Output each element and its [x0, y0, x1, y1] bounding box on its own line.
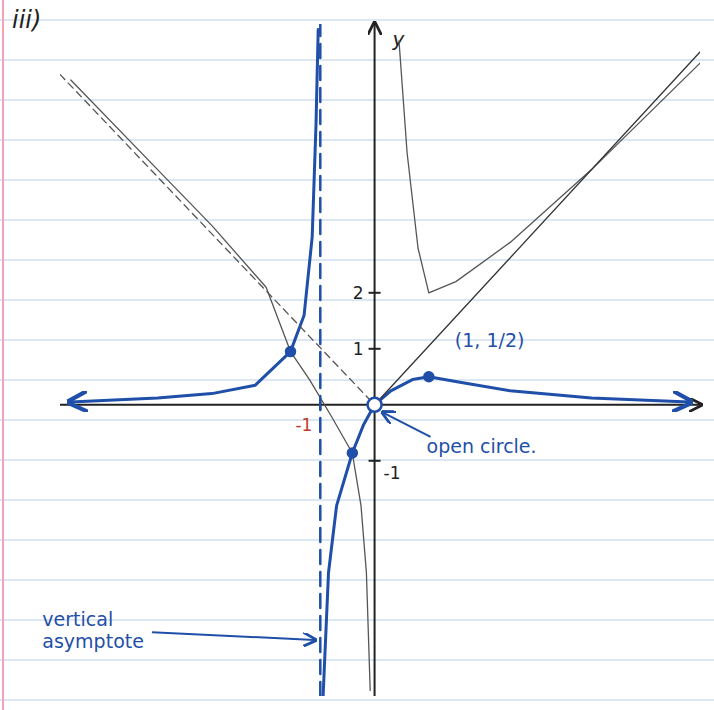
annotation-target: [368, 398, 431, 437]
y-axis: [374, 24, 376, 696]
annotation-line: vertical: [42, 608, 113, 630]
curve: [71, 30, 689, 696]
guide-line: [319, 24, 322, 696]
point: [347, 448, 357, 458]
y-tick: [369, 292, 381, 294]
paper-line: [0, 140, 714, 141]
open-circle: [368, 398, 382, 412]
guide-line: [375, 52, 700, 405]
paper-line: [0, 700, 714, 701]
paper-margin: [2, 0, 4, 710]
annotation: open circle.: [427, 435, 537, 457]
annotation-line: asymptote: [42, 630, 144, 652]
paper-line: [0, 380, 714, 381]
paper: [0, 0, 714, 710]
y-axis-title: y: [392, 27, 406, 51]
annotation: verticalasymptote: [42, 608, 144, 652]
annotation-arrow: [152, 632, 314, 640]
plot-area: [60, 24, 700, 696]
paper-line: [0, 20, 714, 21]
paper-line: [0, 500, 714, 501]
annotation-target: [152, 632, 314, 640]
annotation: (1, 1/2): [455, 329, 525, 351]
paper-line: [0, 100, 714, 101]
paper-line: [0, 420, 714, 421]
y-tick: [369, 460, 381, 462]
paper-line: [0, 260, 714, 261]
annotation-arrow: [384, 413, 431, 437]
point: [424, 372, 434, 382]
paper-line: [0, 220, 714, 221]
paper-line: [0, 60, 714, 61]
y-tick-label: 1: [353, 339, 364, 359]
y-tick-label: -1: [384, 463, 401, 483]
title: iii): [12, 6, 41, 34]
point: [286, 347, 296, 357]
guide-line: [60, 74, 375, 404]
chart: -1 -1 1 2 y iii) (1, 1/2) open circle. verticala…: [0, 0, 714, 710]
paper-line: [0, 660, 714, 661]
y-tick-label: 2: [353, 283, 364, 303]
paper-line: [0, 460, 714, 461]
y-tick: [369, 348, 381, 350]
paper-line: [0, 580, 714, 581]
paper-line: [0, 180, 714, 181]
guide-line: [71, 41, 700, 691]
x-tick-label: -1: [295, 415, 312, 435]
paper-line: [0, 540, 714, 541]
